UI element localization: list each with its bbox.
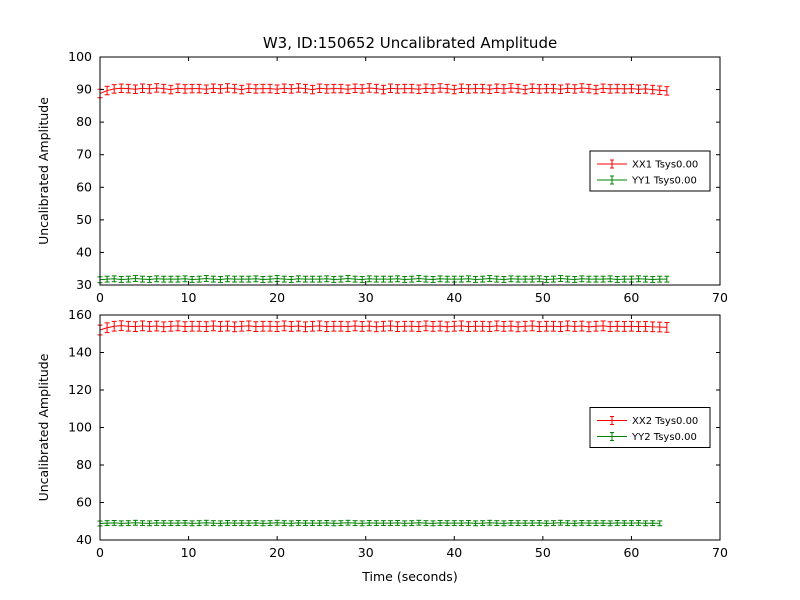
figure-title: W3, ID:150652 Uncalibrated Amplitude [262, 34, 558, 52]
series-line-XX2 [99, 325, 667, 331]
legend-entry-label: YY1 Tsys0.00 [631, 176, 697, 187]
legend-box [589, 407, 711, 448]
x-tick-label: 30 [358, 290, 374, 305]
x-tick-label: 10 [181, 545, 197, 560]
legend-entry-label: YY2 Tsys0.00 [631, 432, 697, 443]
y-tick-label: 80 [76, 114, 92, 129]
x-tick-label: 40 [446, 290, 462, 305]
y-tick-label: 80 [76, 457, 92, 472]
legend-entry-label: XX2 Tsys0.00 [632, 416, 698, 427]
x-tick-label: 70 [712, 290, 728, 305]
series-line-XX1 [99, 87, 667, 94]
y-tick-label: 30 [76, 277, 92, 292]
legend-entry-label: XX1 Tsys0.00 [632, 160, 698, 171]
y-tick-label: 100 [68, 420, 92, 435]
y-axis-label: Uncalibrated Amplitude [36, 97, 51, 245]
series-line-YY2 [99, 522, 660, 524]
x-tick-label: 20 [269, 545, 285, 560]
y-tick-label: 90 [76, 82, 92, 97]
x-tick-label: 50 [535, 545, 551, 560]
x-tick-label: 70 [712, 545, 728, 560]
series-line-YY1 [99, 277, 667, 281]
y-axis-label: Uncalibrated Amplitude [36, 353, 51, 501]
axes-frame [99, 56, 721, 286]
x-tick-label: 50 [535, 290, 551, 305]
x-tick-label: 40 [446, 545, 462, 560]
x-tick-label: 60 [623, 290, 639, 305]
y-tick-label: 120 [68, 382, 92, 397]
y-tick-label: 60 [76, 179, 92, 194]
x-tick-label: 30 [358, 545, 374, 560]
x-tick-label: 20 [269, 290, 285, 305]
x-tick-label: 10 [181, 290, 197, 305]
x-tick-label: 0 [96, 545, 104, 560]
x-tick-label: 60 [623, 545, 639, 560]
y-tick-label: 140 [68, 345, 92, 360]
y-tick-label: 160 [68, 307, 92, 322]
y-tick-label: 60 [76, 495, 92, 510]
y-tick-label: 50 [76, 212, 92, 227]
y-tick-label: 40 [76, 532, 92, 547]
y-tick-label: 70 [76, 147, 92, 162]
x-tick-label: 0 [96, 290, 104, 305]
x-axis-label: Time (seconds) [361, 569, 457, 584]
y-tick-label: 100 [68, 49, 92, 64]
y-tick-label: 40 [76, 244, 92, 259]
